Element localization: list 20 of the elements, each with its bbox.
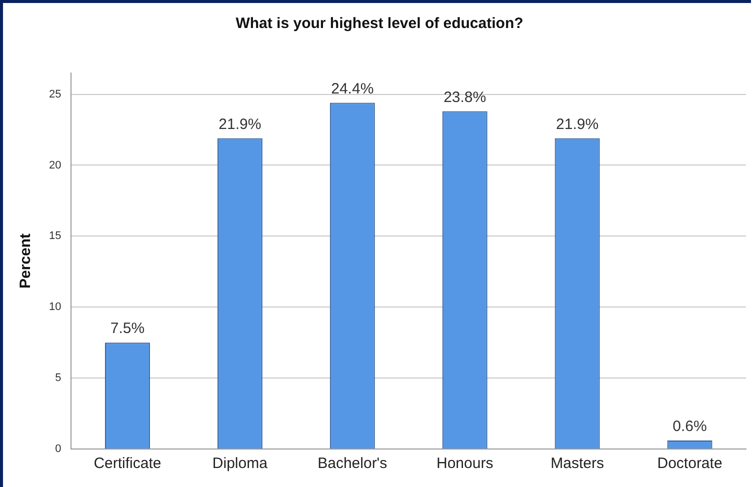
x-tick-label: Honours [436,455,494,472]
data-label: 23.8% [444,88,486,106]
y-tick-label: 15 [48,230,62,242]
x-tick-label: Doctorate [657,455,722,472]
data-label: 21.9% [556,116,599,133]
data-label: 7.5% [110,320,145,338]
data-label: 24.4% [331,80,374,98]
y-tick-label: 5 [55,372,62,384]
data-label: 0.6% [672,418,707,436]
x-tick-label: Masters [550,455,604,472]
chart-title: What is your highest level of education? [236,15,524,32]
y-tick-label: 20 [48,159,62,172]
x-tick-label: Diploma [212,455,268,472]
y-tick-label: 25 [48,88,62,100]
y-tick-label: 10 [48,301,62,314]
data-label: 21.9% [218,116,262,133]
x-tick-label: Certificate [94,455,162,472]
x-tick-label: Bachelor's [318,455,388,472]
y-axis-title: Percent [17,233,34,289]
y-tick-label: 0 [55,443,62,456]
